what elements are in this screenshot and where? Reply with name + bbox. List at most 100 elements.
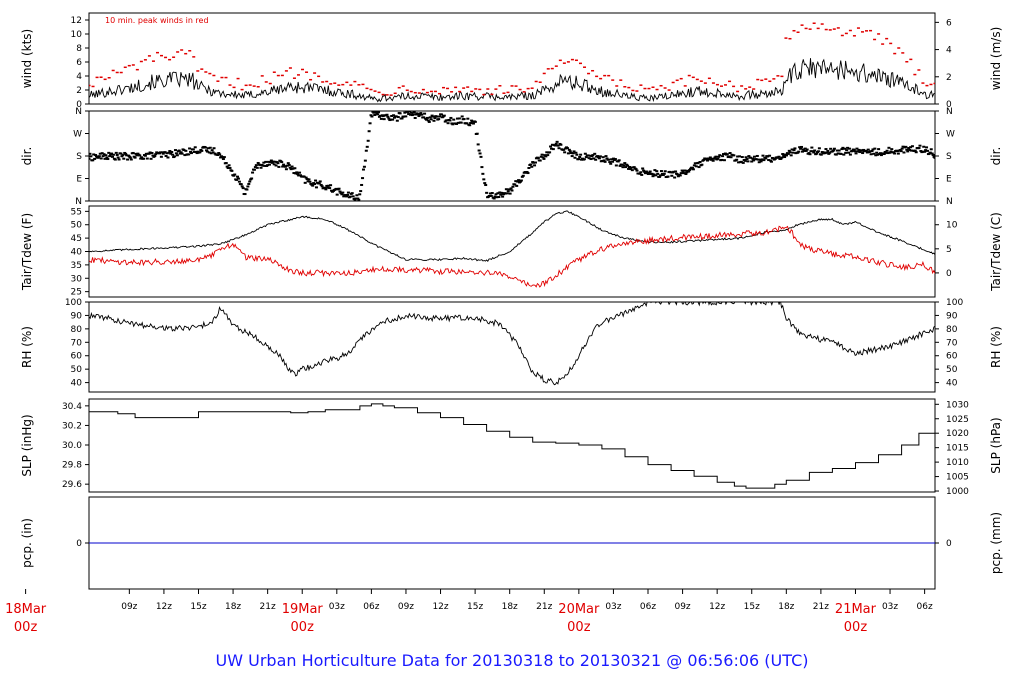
- wind-point: [671, 81, 675, 84]
- dir-point: [611, 160, 615, 163]
- dir-point: [106, 158, 110, 161]
- dir-ytick-label: N: [75, 107, 82, 117]
- dir-point: [623, 162, 627, 165]
- dir-point: [338, 190, 342, 193]
- wind-point: [514, 85, 518, 87]
- dir-point: [228, 166, 232, 169]
- dir-point: [786, 152, 790, 155]
- dir-point: [446, 122, 450, 125]
- dir-point: [250, 177, 254, 180]
- slp-ytick-right-label: 1030: [946, 400, 969, 410]
- dir-point: [451, 123, 455, 126]
- dir-point: [108, 155, 112, 158]
- dir-point: [542, 157, 546, 160]
- wind-point: [240, 88, 244, 91]
- dir-point: [370, 115, 374, 118]
- dir-point: [596, 156, 600, 159]
- date-label-day: 19Mar: [282, 602, 324, 617]
- dir-point: [632, 166, 636, 169]
- wind-point: [155, 51, 159, 54]
- wind-point: [647, 87, 651, 90]
- dir-point: [308, 180, 312, 183]
- dir-point: [368, 122, 372, 125]
- dir-point: [656, 172, 660, 175]
- wind-point: [184, 52, 188, 55]
- wind-point: [365, 87, 369, 90]
- x-tick-label: 12z: [709, 602, 725, 612]
- wind-point: [578, 62, 582, 65]
- wind-point: [917, 69, 921, 71]
- dir-point: [171, 153, 175, 156]
- dir-point: [501, 195, 505, 198]
- slp-ytick-right-label: 1015: [946, 444, 969, 454]
- wind-point: [147, 55, 151, 57]
- dir-point: [320, 185, 324, 188]
- dir-point: [835, 149, 839, 152]
- dir-point: [555, 140, 559, 143]
- dir-point: [872, 152, 876, 155]
- dir-point: [900, 147, 904, 150]
- dir-point: [366, 139, 370, 142]
- rh-ytick-label: 70: [71, 338, 83, 348]
- wind-point: [405, 89, 409, 91]
- wind-point: [164, 56, 168, 59]
- x-tick-label: 15z: [190, 602, 206, 612]
- dir-point: [722, 153, 725, 156]
- dir-point: [293, 167, 297, 170]
- dir-point: [820, 151, 824, 154]
- x-tick-label: 06z: [363, 602, 379, 612]
- dir-point: [856, 150, 860, 153]
- slp-frame: [88, 398, 936, 493]
- dir-point: [429, 118, 433, 121]
- dir-point: [598, 155, 602, 158]
- dir-point: [400, 117, 404, 120]
- dir-point: [325, 184, 329, 187]
- dir-point: [768, 154, 772, 157]
- dir-point: [690, 167, 694, 170]
- dir-point: [725, 153, 729, 156]
- dir-point: [757, 161, 761, 164]
- wind-point: [623, 86, 627, 88]
- dir-point: [346, 193, 349, 196]
- dir-point: [737, 161, 741, 164]
- dir-point: [517, 179, 521, 182]
- dir-point: [720, 158, 724, 161]
- dir-point: [403, 111, 407, 114]
- dir-point: [109, 153, 113, 156]
- dir-point: [640, 173, 644, 176]
- dir-point: [817, 147, 821, 150]
- wind-point: [881, 43, 885, 45]
- dir-point: [455, 122, 459, 125]
- slp-ytick-right-label: 1020: [946, 429, 969, 439]
- dir-point: [362, 165, 366, 168]
- dir-point: [572, 150, 576, 153]
- dir-point: [373, 114, 377, 117]
- dir-point: [188, 147, 192, 150]
- dir-point: [283, 165, 287, 168]
- dir-point: [208, 146, 212, 149]
- temp-series-line: [89, 210, 935, 262]
- dir-point: [413, 116, 417, 119]
- wind-point: [788, 37, 792, 40]
- dir-point: [376, 113, 380, 116]
- dir-point: [541, 156, 545, 159]
- wind-point: [921, 82, 925, 84]
- wind-point: [711, 82, 715, 84]
- wind-ytick-label: 0: [76, 100, 82, 110]
- dir-point: [381, 115, 385, 118]
- dir-point: [165, 152, 169, 155]
- dir-point: [659, 170, 663, 173]
- date-label-hour: 00z: [844, 620, 868, 635]
- dir-point: [629, 166, 633, 169]
- dir-point: [170, 150, 174, 153]
- dir-point: [652, 173, 656, 176]
- dir-point: [801, 148, 805, 151]
- dir-point: [666, 175, 670, 178]
- dir-point: [693, 162, 697, 165]
- dir-point: [361, 168, 365, 171]
- dir-point: [771, 157, 775, 160]
- wind-point: [232, 86, 236, 89]
- dir-point: [135, 154, 139, 157]
- dir-point: [154, 153, 158, 156]
- wind-point: [695, 78, 699, 81]
